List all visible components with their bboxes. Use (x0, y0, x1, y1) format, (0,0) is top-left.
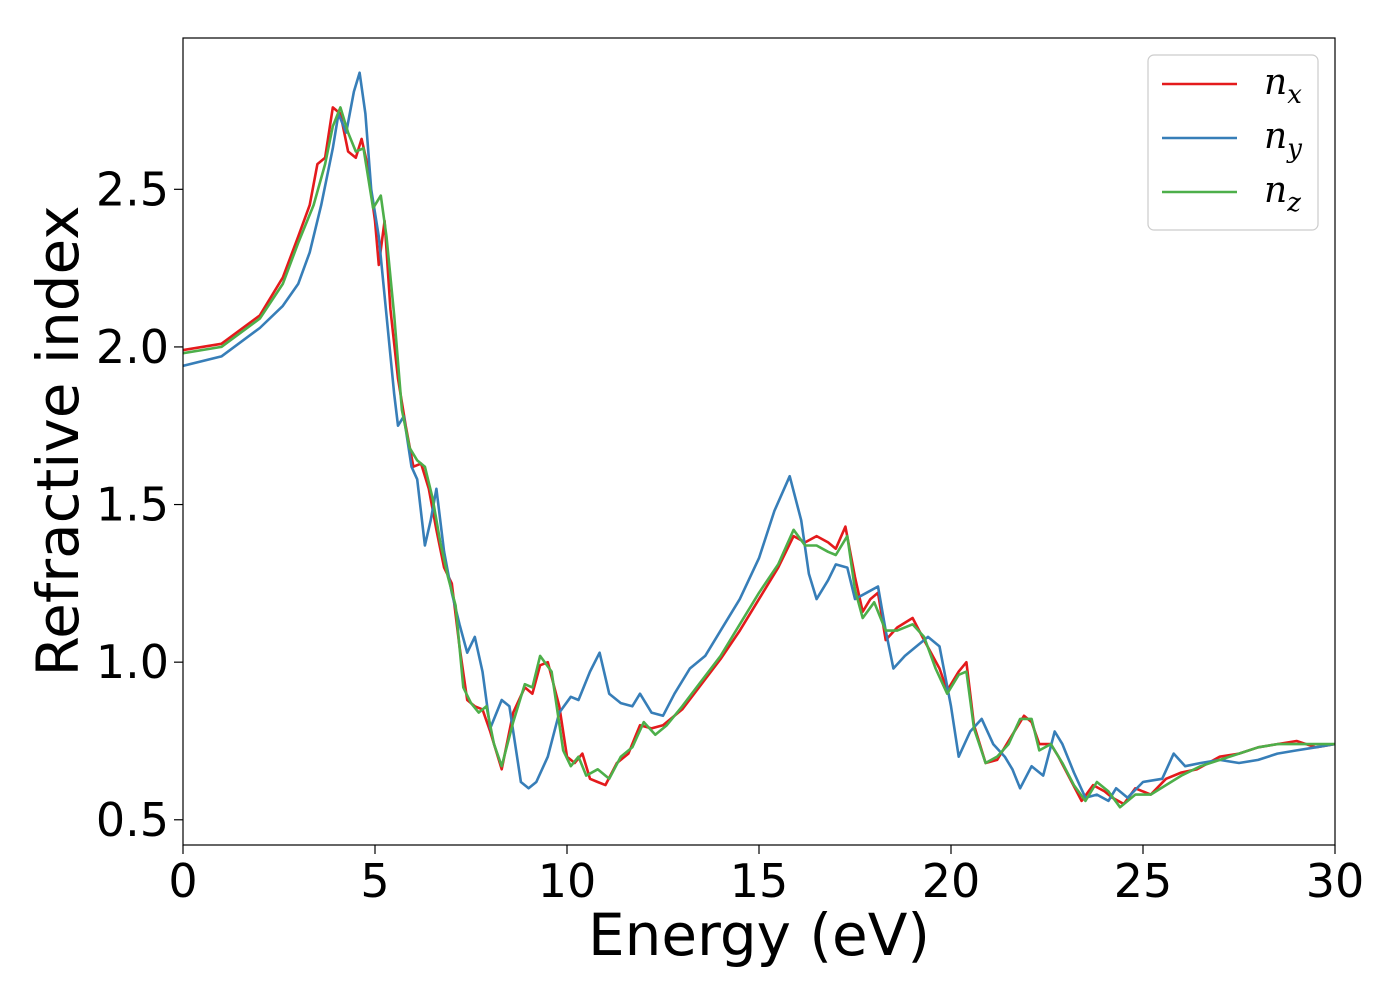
y-tick-label: 2.0 (96, 320, 169, 374)
series-line-z (183, 106, 1335, 809)
x-tick-label: 30 (1306, 854, 1365, 908)
tick-layer: 0 5 10 15 20 25 30 0.5 1.0 1.5 2.0 2.5 (96, 162, 1364, 908)
x-tick-label: 10 (538, 854, 597, 908)
y-axis-title: Refractive index (24, 205, 92, 676)
x-tick-label: 0 (168, 854, 197, 908)
x-tick-label: 20 (922, 854, 981, 908)
legend-label-x: nx (1264, 62, 1302, 110)
x-tick-label: 5 (360, 854, 389, 908)
series-layer (183, 71, 1335, 809)
x-tick-label: 15 (730, 854, 789, 908)
x-axis-title: Energy (eV) (588, 901, 930, 969)
legend-box (1147, 54, 1319, 231)
y-tick-label: 1.0 (96, 635, 169, 689)
y-tick-label: 2.5 (96, 162, 169, 216)
series-line-y (183, 71, 1335, 803)
y-tick-label: 0.5 (96, 793, 169, 847)
y-tick-label: 1.5 (96, 478, 169, 532)
x-tick-label: 25 (1114, 854, 1173, 908)
